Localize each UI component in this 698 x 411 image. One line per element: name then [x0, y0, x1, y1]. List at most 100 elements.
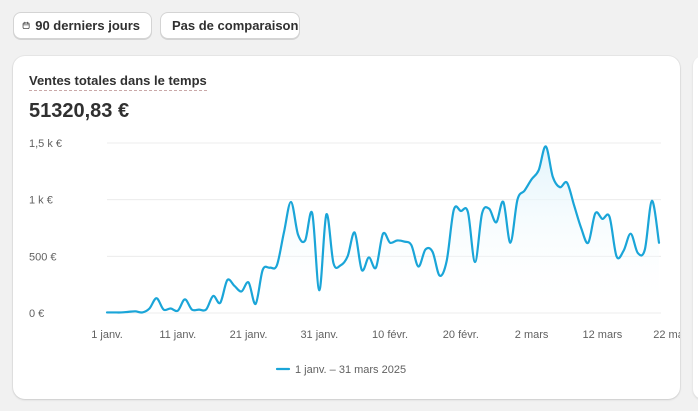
- data-point[interactable]: [580, 227, 582, 229]
- data-point[interactable]: [311, 212, 313, 214]
- data-point[interactable]: [375, 266, 377, 268]
- data-point[interactable]: [290, 201, 292, 203]
- data-point[interactable]: [637, 252, 639, 254]
- data-point[interactable]: [325, 213, 327, 215]
- comparison-label: Pas de comparaison: [172, 18, 299, 33]
- data-point[interactable]: [247, 281, 249, 283]
- data-point[interactable]: [651, 200, 653, 202]
- data-point[interactable]: [559, 186, 561, 188]
- data-point[interactable]: [615, 255, 617, 257]
- y-tick-label: 500 €: [29, 251, 57, 263]
- data-point[interactable]: [184, 298, 186, 300]
- data-point[interactable]: [629, 232, 631, 234]
- data-point[interactable]: [410, 244, 412, 246]
- data-point[interactable]: [261, 269, 263, 271]
- data-point[interactable]: [361, 269, 363, 271]
- data-point[interactable]: [453, 209, 455, 211]
- data-point[interactable]: [587, 242, 589, 244]
- x-tick-label: 2 mars: [515, 329, 549, 341]
- data-point[interactable]: [658, 242, 660, 244]
- data-point[interactable]: [120, 311, 122, 313]
- data-point[interactable]: [169, 307, 171, 309]
- data-point[interactable]: [339, 264, 341, 266]
- data-point[interactable]: [141, 311, 143, 313]
- data-point[interactable]: [467, 211, 469, 213]
- data-point[interactable]: [106, 311, 108, 313]
- comparison-button[interactable]: Pas de comparaison: [160, 12, 300, 39]
- data-point[interactable]: [566, 181, 568, 183]
- data-point[interactable]: [155, 297, 157, 299]
- data-point[interactable]: [283, 231, 285, 233]
- data-point[interactable]: [332, 262, 334, 264]
- data-point[interactable]: [368, 256, 370, 258]
- data-point[interactable]: [353, 231, 355, 233]
- data-point[interactable]: [424, 248, 426, 250]
- data-point[interactable]: [304, 239, 306, 241]
- date-range-button[interactable]: 90 derniers jours: [13, 12, 152, 39]
- data-point[interactable]: [269, 266, 271, 268]
- x-tick-label: 11 janv.: [159, 329, 196, 341]
- data-point[interactable]: [601, 218, 603, 220]
- data-point[interactable]: [226, 279, 228, 281]
- data-point[interactable]: [552, 176, 554, 178]
- data-point[interactable]: [382, 232, 384, 234]
- data-point[interactable]: [438, 274, 440, 276]
- data-point[interactable]: [495, 221, 497, 223]
- data-point[interactable]: [417, 265, 419, 267]
- data-point[interactable]: [113, 311, 115, 313]
- data-point[interactable]: [445, 260, 447, 262]
- data-point[interactable]: [177, 310, 179, 312]
- data-point[interactable]: [127, 311, 129, 313]
- data-point[interactable]: [530, 178, 532, 180]
- card-title[interactable]: Ventes totales dans le temps: [29, 73, 207, 91]
- data-point[interactable]: [622, 249, 624, 251]
- data-point[interactable]: [148, 307, 150, 309]
- x-tick-label: 31 janv.: [300, 329, 338, 341]
- data-point[interactable]: [523, 189, 525, 191]
- data-point[interactable]: [594, 212, 596, 214]
- data-point[interactable]: [545, 145, 547, 147]
- y-tick-label: 0 €: [29, 308, 44, 320]
- data-point[interactable]: [403, 240, 405, 242]
- x-tick-label: 1 janv.: [91, 329, 123, 341]
- total-sales-value: 51320,83 €: [29, 100, 130, 122]
- data-point[interactable]: [573, 204, 575, 206]
- series-area: [107, 146, 659, 313]
- data-point[interactable]: [389, 242, 391, 244]
- data-point[interactable]: [162, 308, 164, 310]
- data-point[interactable]: [254, 303, 256, 305]
- data-point[interactable]: [297, 234, 299, 236]
- x-tick-label: 12 mars: [583, 329, 623, 341]
- adjacent-card-edge: [693, 56, 698, 399]
- data-point[interactable]: [474, 261, 476, 263]
- data-point[interactable]: [198, 308, 200, 310]
- sales-line-chart: 0 € 500 € 1 k € 1,5 k € 1 janv. 11 janv. 21 ja…: [29, 138, 680, 376]
- data-point[interactable]: [134, 310, 136, 312]
- sales-chart-card: Ventes totales dans le temps 51320,83 € …: [13, 56, 680, 399]
- data-point[interactable]: [644, 248, 646, 250]
- data-point[interactable]: [481, 212, 483, 214]
- data-point[interactable]: [219, 302, 221, 304]
- data-point[interactable]: [608, 215, 610, 217]
- data-point[interactable]: [460, 210, 462, 212]
- data-point[interactable]: [346, 255, 348, 257]
- y-tick-label: 1 k €: [29, 195, 53, 207]
- y-tick-label: 1,5 k €: [29, 138, 62, 150]
- data-point[interactable]: [488, 208, 490, 210]
- data-point[interactable]: [276, 264, 278, 266]
- data-point[interactable]: [431, 251, 433, 253]
- data-point[interactable]: [191, 308, 193, 310]
- data-point[interactable]: [205, 308, 207, 310]
- legend-label[interactable]: 1 janv. – 31 mars 2025: [295, 364, 406, 376]
- data-point[interactable]: [396, 239, 398, 241]
- data-point[interactable]: [233, 285, 235, 287]
- data-point[interactable]: [502, 201, 504, 203]
- data-point[interactable]: [240, 290, 242, 292]
- data-point[interactable]: [516, 198, 518, 200]
- data-point[interactable]: [318, 289, 320, 291]
- x-tick-label: 20 févr.: [443, 329, 479, 341]
- data-point[interactable]: [537, 169, 539, 171]
- data-point[interactable]: [509, 242, 511, 244]
- date-range-label: 90 derniers jours: [35, 18, 140, 33]
- data-point[interactable]: [212, 295, 214, 297]
